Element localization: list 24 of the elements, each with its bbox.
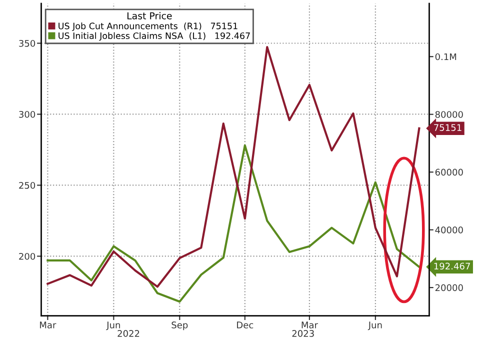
x-tick-label: Jun (106, 322, 120, 330)
y-tick-label: 350 (19, 40, 36, 47)
text: 2023 (292, 330, 314, 337)
text: 2022 (118, 330, 140, 337)
y2-tick-label: 40000 (435, 226, 463, 234)
y-tick-label: 250 (19, 182, 36, 189)
x-tick-label: Mar (40, 322, 56, 328)
line-series (46, 144, 420, 303)
legend-label: US Job Cut Announcements (R1) 75151 (58, 22, 238, 31)
y2-tick-label: 20000 (435, 284, 463, 292)
y2-tick-label: 80000 (435, 111, 463, 118)
y-tick-label: 200 (19, 252, 36, 260)
data-label: 192.467 (434, 262, 470, 270)
line-series (46, 46, 420, 288)
data-label: 75151 (434, 124, 462, 131)
y2-tick-label: 0.1M (435, 53, 456, 60)
legend-title: Last Price (127, 12, 172, 20)
legend-label: US Initial Jobless Claims NSA (L1) 192.467 (58, 32, 250, 41)
x-tick-label: Dec (237, 322, 254, 328)
x-tick-label: Jun (368, 322, 382, 330)
y2-tick-label: 60000 (435, 168, 463, 176)
x-tick-label: Mar (302, 322, 318, 328)
y-tick-label: 300 (19, 110, 36, 118)
x-tick-label: Sep (172, 322, 188, 330)
